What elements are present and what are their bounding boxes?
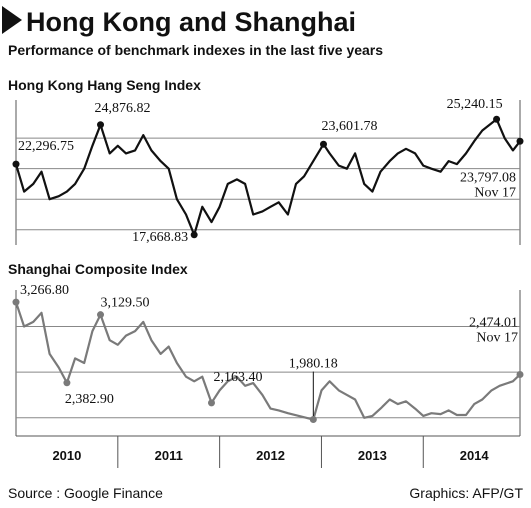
data-label: 1,980.18 [289, 357, 338, 372]
annotation: Nov 17 [474, 185, 516, 200]
data-label: 24,876.82 [95, 101, 151, 116]
point [97, 311, 105, 319]
point [190, 231, 198, 239]
data-label: 2,474.01 [469, 315, 518, 330]
x-tick-label: 2011 [155, 448, 183, 463]
data-label: 3,266.80 [20, 283, 69, 298]
data-label: 2,382.90 [65, 392, 114, 407]
point [493, 115, 501, 123]
line-series [14, 118, 521, 236]
credit: Graphics: AFP/GT [409, 485, 523, 501]
point [516, 370, 524, 378]
point [97, 121, 105, 129]
point [63, 379, 71, 387]
point [516, 137, 524, 145]
data-label: 17,668.83 [132, 230, 188, 245]
data-label: 23,601.78 [321, 119, 377, 134]
chart-title: Hong Kong and Shanghai [26, 7, 356, 37]
annotation: Nov 17 [476, 330, 518, 345]
source: Source : Google Finance [8, 485, 163, 501]
line-series [14, 301, 521, 421]
point [207, 399, 215, 407]
point [319, 140, 327, 148]
subtitle: Performance of benchmark indexes in the … [8, 42, 383, 58]
data-label: 22,296.75 [18, 139, 74, 154]
point [12, 160, 20, 168]
data-label: 3,129.50 [101, 296, 150, 311]
point [309, 416, 317, 424]
x-tick-label: 2010 [52, 448, 81, 463]
panel-title: Shanghai Composite Index [8, 261, 188, 277]
data-label: 2,163.40 [213, 370, 262, 385]
x-tick-label: 2013 [358, 448, 387, 463]
x-tick-label: 2014 [460, 448, 490, 463]
data-label: 25,240.15 [447, 97, 503, 112]
x-tick-label: 2012 [256, 448, 285, 463]
point [12, 298, 20, 306]
panel-title: Hong Kong Hang Seng Index [8, 77, 201, 93]
title-marker [2, 6, 22, 34]
data-label: 23,797.08 [460, 170, 516, 185]
